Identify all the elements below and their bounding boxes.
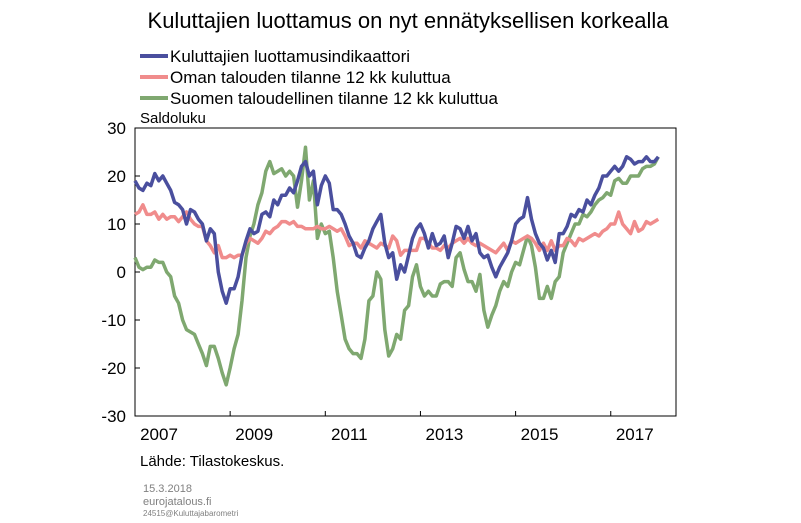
- legend-label-1: Oman talouden tilanne 12 kk kuluttua: [170, 68, 451, 87]
- series-line-0: [133, 155, 660, 305]
- series-lines: [133, 145, 660, 387]
- x-tick-label-3: 2013: [426, 425, 464, 444]
- series-line-1: [134, 203, 660, 260]
- y-axis-label: Saldoluku: [140, 110, 206, 127]
- footer-site: eurojatalous.fi: [143, 496, 212, 508]
- y-tick-label-6: -30: [101, 407, 126, 426]
- legend-label-0: Kuluttajien luottamusindikaattori: [170, 47, 410, 66]
- x-tick-label-1: 2009: [235, 425, 273, 444]
- axis-ticks: 30 20 10 0 -10 -20 -30 2007 2009 2011 2013 2015 2017: [101, 119, 653, 444]
- series-line-2: [133, 145, 660, 387]
- y-tick-label-4: -10: [101, 311, 126, 330]
- source-note: Lähde: Tilastokeskus.: [140, 453, 284, 470]
- y-tick-label-2: 10: [107, 215, 126, 234]
- chart-title: Kuluttajien luottamus on nyt ennätyksell…: [148, 8, 670, 33]
- x-tick-label-5: 2017: [616, 425, 654, 444]
- x-tick-label-0: 2007: [140, 425, 178, 444]
- legend: Kuluttajien luottamusindikaattori Oman t…: [140, 47, 498, 108]
- x-tick-label-2: 2011: [331, 425, 368, 444]
- y-tick-label-0: 30: [107, 119, 126, 138]
- y-tick-label-3: 0: [117, 263, 126, 282]
- legend-label-2: Suomen taloudellinen tilanne 12 kk kulut…: [170, 89, 498, 108]
- footer-code: 24515@Kuluttajabarometri: [143, 509, 239, 518]
- y-tick-label-5: -20: [101, 359, 126, 378]
- footer-date: 15.3.2018: [143, 483, 192, 495]
- x-tick-label-4: 2015: [521, 425, 559, 444]
- y-tick-label-1: 20: [107, 167, 126, 186]
